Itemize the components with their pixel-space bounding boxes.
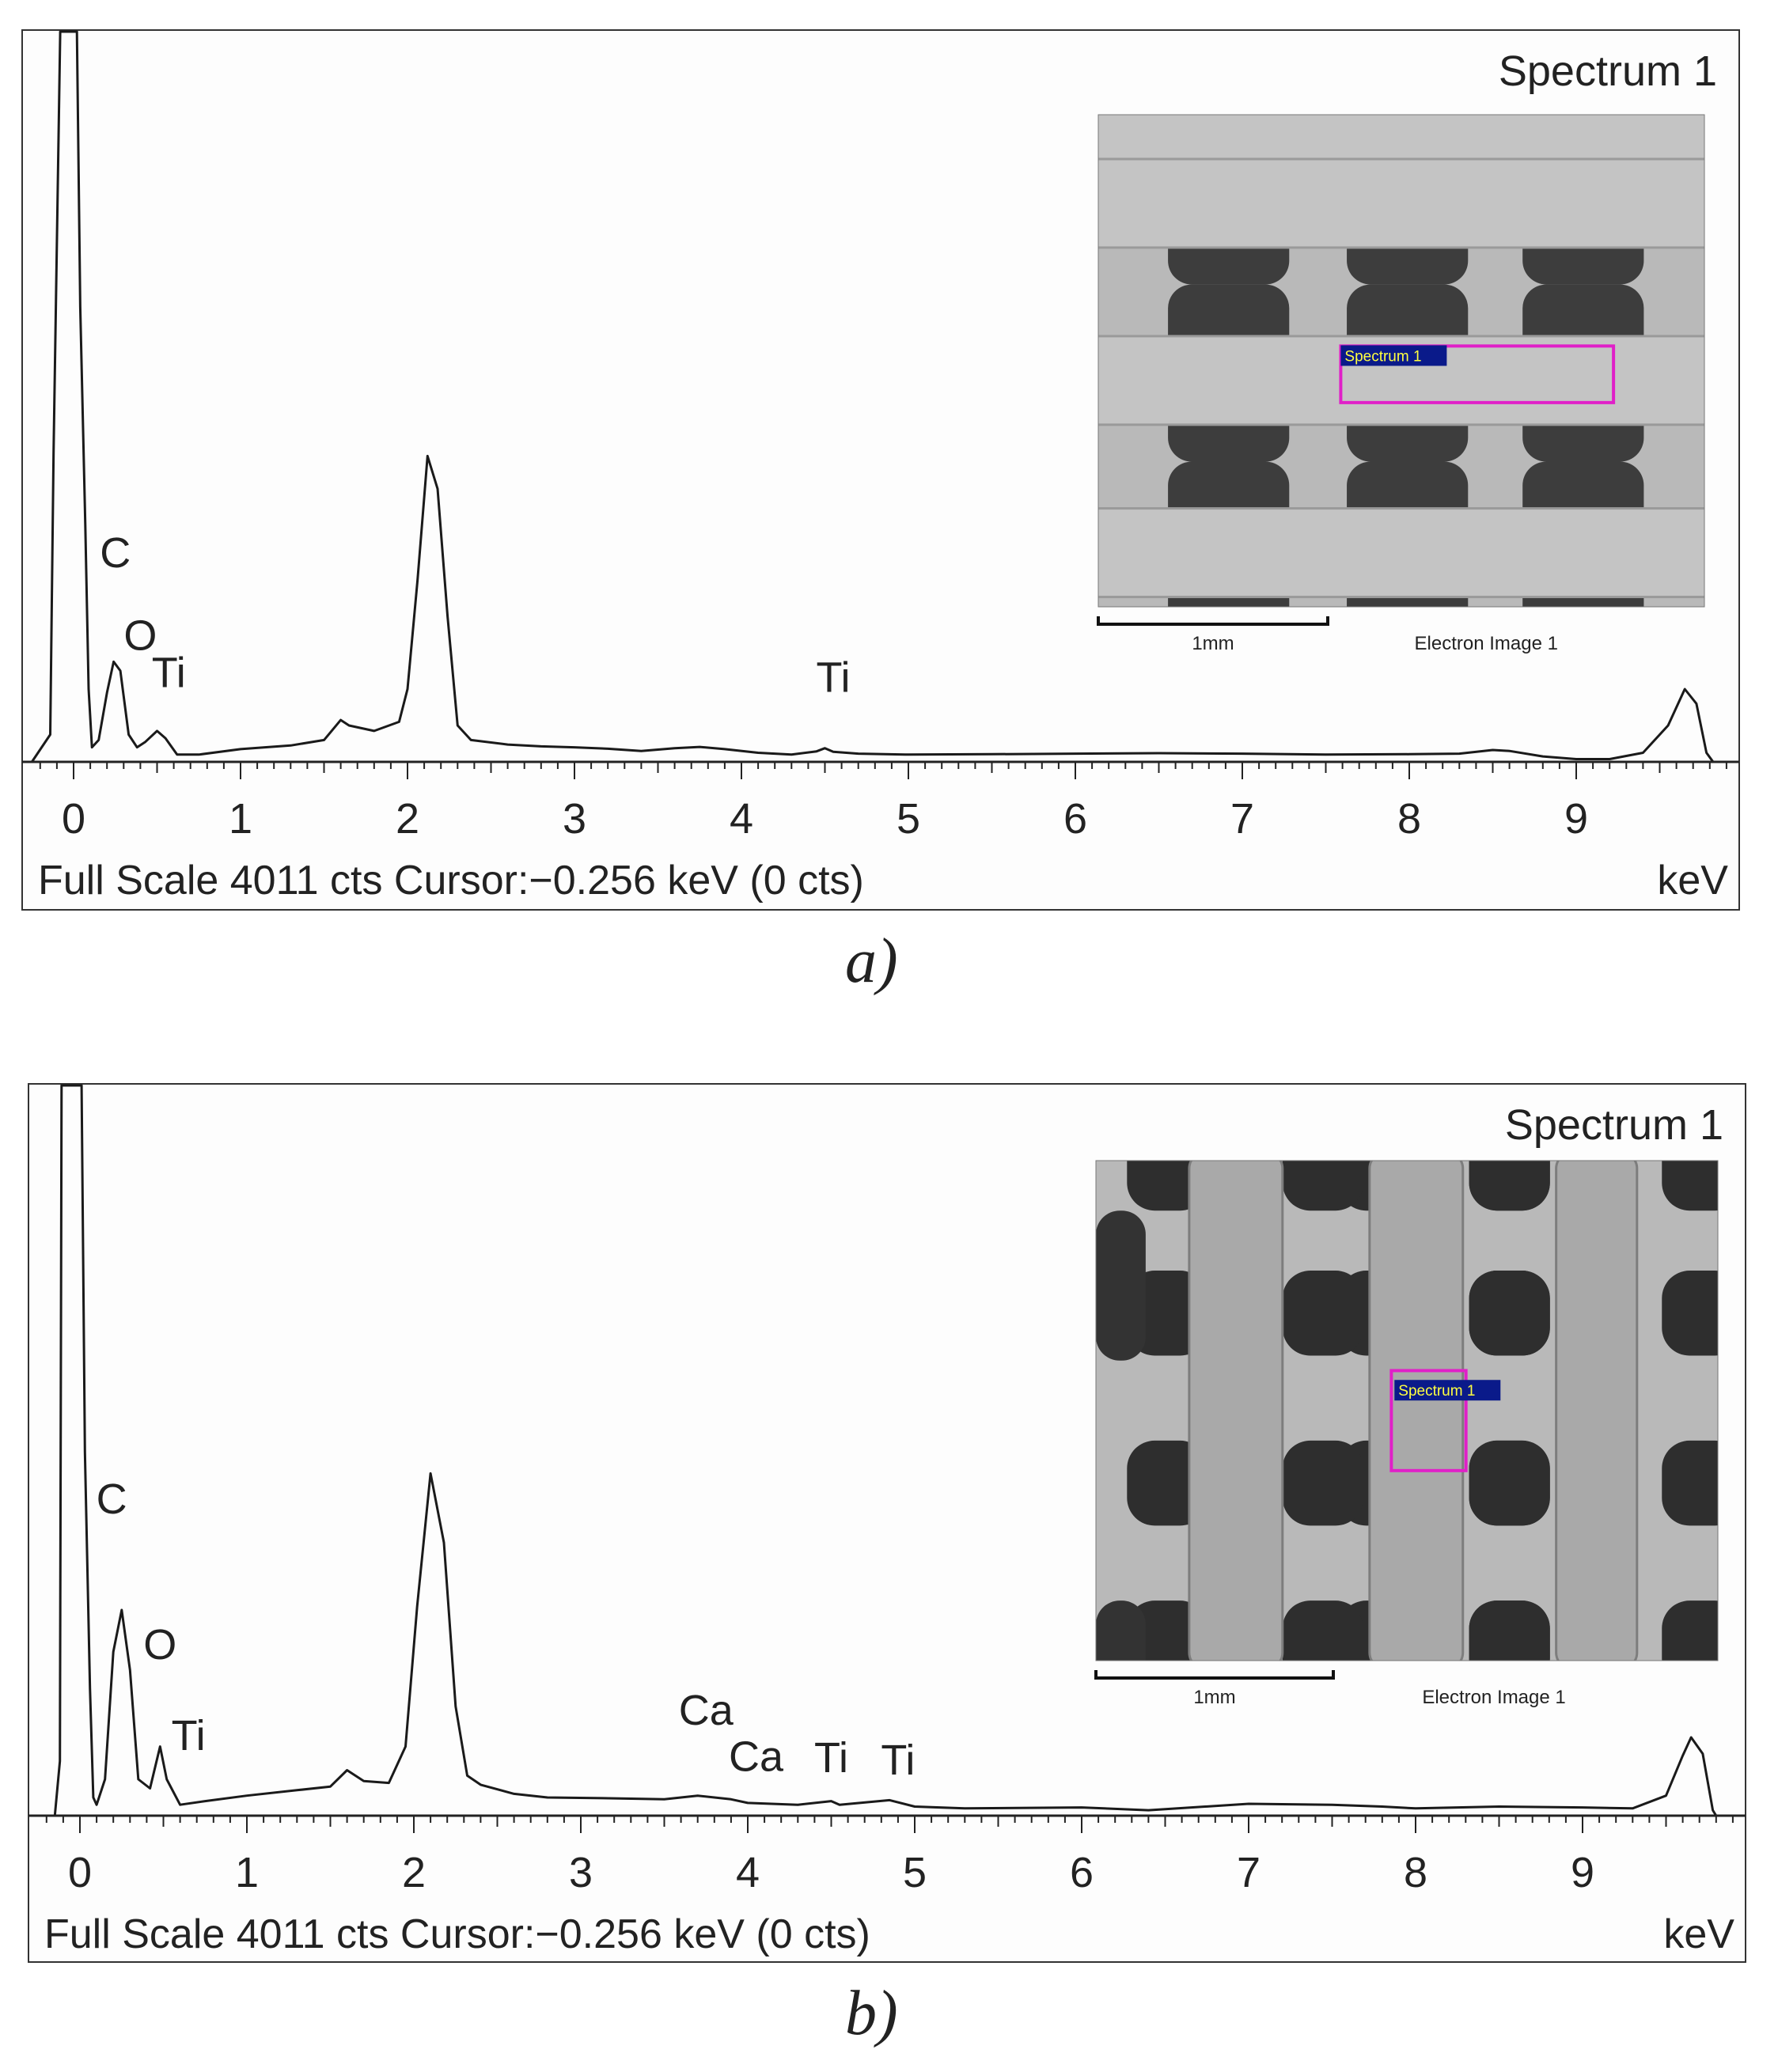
mesh-opening [1662,1161,1718,1211]
x-unit-label: keV [1657,858,1728,903]
peak-annotation: Ti [814,1734,848,1782]
electron-image-label: Electron Image 1 [1422,1687,1565,1708]
x-tick-label: 9 [1564,795,1588,843]
x-tick-label: 4 [736,1849,760,1896]
spectrum-panel-b: Spectrum 1 Spectrum 1 1mm Electron Image 1 0… [0,1076,1778,1974]
peak-annotation: C [100,529,131,577]
full-scale-readout: Full Scale 4011 cts Cursor:−0.256 keV (0… [38,858,864,903]
full-scale-readout: Full Scale 4011 cts Cursor:−0.256 keV (0… [44,1911,870,1957]
spectrum-label: Spectrum 1 [1505,1101,1723,1149]
roi-label: Spectrum 1 [1344,348,1421,365]
mesh-strand [1098,157,1704,249]
mesh-opening [1096,1600,1146,1661]
peak-annotation: Ca [729,1733,784,1781]
x-tick-label: 0 [62,795,85,843]
x-tick-label: 2 [396,795,419,843]
spectrum-trace [31,30,1715,763]
electron-image-border [1098,114,1705,608]
mesh-opening [1127,1161,1208,1211]
x-tick-label: 7 [1230,795,1254,843]
scale-bar-label: 1mm [1192,633,1234,654]
x-tick-label: 5 [903,1849,927,1896]
spectrum-panel-a: Spectrum 1 Spectrum 1 1mm Electron Image 1 0… [0,0,1778,922]
mesh-opening [1127,1440,1208,1526]
electron-image-inset: Spectrum 1 1mm Electron Image 1 [1097,114,1705,654]
mesh-strand [1188,1161,1284,1661]
mesh-opening [1469,1161,1550,1211]
peak-annotation: Ti [172,1712,206,1759]
peak-annotation: C [97,1475,127,1523]
peak-annotation: Ti [152,650,186,697]
x-tick-label: 9 [1571,1849,1594,1896]
peak-annotation: O [143,1621,176,1669]
mesh-opening [1469,1271,1550,1356]
mesh-opening [1469,1440,1550,1526]
x-tick-label: 5 [897,795,920,843]
x-tick-label: 6 [1070,1849,1094,1896]
spectrum-chart-a: Spectrum 1 Spectrum 1 1mm Electron Image 1 0… [21,29,1740,911]
mesh-opening [1662,1271,1718,1356]
mesh-opening [1282,1600,1363,1661]
roi-label: Spectrum 1 [1398,1383,1475,1400]
mesh-opening [1127,1600,1208,1661]
roi-label-background [1340,345,1447,366]
electron-image-inset: Spectrum 1 1mm Electron Image 1 [1094,1160,1719,1708]
mesh-opening [1282,1161,1363,1211]
electron-image-border [1095,1160,1719,1661]
spectrum-trace [53,1084,1718,1816]
mesh-opening [1096,1210,1146,1361]
x-unit-label: keV [1663,1911,1734,1957]
peak-annotation: O [123,612,157,659]
panel-label-b: b) [845,1979,898,2048]
mesh-opening [1127,1271,1208,1356]
x-tick-label: 8 [1404,1849,1427,1896]
x-tick-label: 7 [1237,1849,1261,1896]
mesh-strand [1555,1161,1639,1661]
x-tick-label: 3 [563,795,586,843]
electron-image-label: Electron Image 1 [1415,633,1558,654]
x-tick-label: 4 [730,795,753,843]
electron-image: Spectrum 1 [1098,115,1704,607]
mesh-opening [1282,1440,1363,1526]
x-tick-label: 0 [68,1849,92,1896]
peak-annotation: Ti [881,1737,915,1784]
scale-bar-label: 1mm [1193,1687,1235,1708]
peak-annotation: Ca [679,1687,734,1734]
spectrum-roi-box [1389,1369,1468,1472]
roi-label-background [1394,1380,1501,1401]
peak-annotation: Ti [817,653,851,701]
scale-bar [1097,616,1329,626]
x-tick-label: 6 [1063,795,1087,843]
panel-label-a: a) [845,926,898,996]
mesh-opening [1282,1271,1363,1356]
x-tick-label: 1 [235,1849,259,1896]
mesh-strand [1098,507,1704,599]
mesh-strand [1098,115,1704,161]
x-tick-label: 3 [569,1849,593,1896]
electron-image: Spectrum 1 [1096,1161,1718,1661]
x-tick-label: 1 [229,795,252,843]
spectrum-label: Spectrum 1 [1499,47,1717,95]
spectrum-chart-b: Spectrum 1 Spectrum 1 1mm Electron Image 1 0… [28,1083,1746,1963]
x-tick-label: 2 [402,1849,426,1896]
mesh-opening [1662,1440,1718,1526]
mesh-opening [1662,1600,1718,1661]
mesh-strand [1368,1161,1465,1661]
spectrum-roi-box [1339,344,1616,404]
scale-bar [1094,1670,1335,1680]
x-tick-label: 8 [1397,795,1421,843]
mesh-opening [1469,1600,1550,1661]
